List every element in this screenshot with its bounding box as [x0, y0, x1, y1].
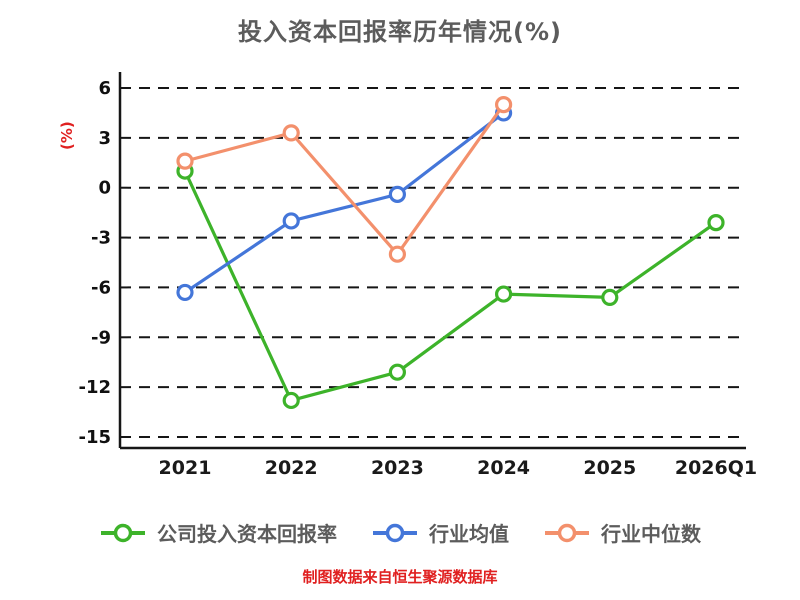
legend-label: 行业中位数: [601, 522, 701, 546]
series-line: [183, 169, 718, 403]
x-tick-label: 2024: [477, 457, 530, 479]
axes: 2021 2022 2023 2024 2025 2026Q1: [118, 72, 757, 479]
legend-item[interactable]: 行业中位数: [543, 518, 701, 547]
data-point-marker: [388, 363, 406, 381]
y-tick-label: -12: [78, 377, 111, 398]
y-tick-label: 3: [98, 128, 111, 149]
legend-item[interactable]: 行业均值: [371, 518, 509, 547]
legend-marker-icon: [373, 523, 417, 542]
y-tick-label: 0: [98, 178, 111, 199]
data-point-marker: [282, 391, 300, 410]
legend-marker-icon: [545, 523, 589, 542]
data-point-marker: [176, 152, 194, 170]
y-tick-label: -15: [78, 427, 111, 448]
y-tick-label: -3: [91, 228, 111, 249]
x-tick-label: 2022: [265, 457, 318, 479]
y-tick-label: -6: [91, 277, 111, 298]
series-公司投入资本回报率: [176, 162, 725, 410]
data-point-marker: [388, 245, 406, 263]
y-axis-unit-label: (%): [58, 121, 76, 150]
data-point-marker: [495, 285, 513, 303]
data-point-marker: [176, 283, 194, 302]
x-tick-label: 2025: [583, 457, 636, 479]
legend-label: 行业均值: [429, 522, 509, 546]
x-tick-label: 2026Q1: [675, 457, 757, 479]
data-point-marker: [495, 96, 513, 114]
data-point-marker: [282, 212, 300, 230]
data-point-marker: [707, 214, 725, 232]
series-行业均值: [176, 104, 513, 302]
series-line: [183, 111, 506, 295]
legend: 公司投入资本回报率 行业均值 行业中位数: [0, 518, 800, 547]
legend-label: 公司投入资本回报率: [157, 522, 337, 546]
data-point-marker: [388, 185, 406, 203]
source-caption: 制图数据来自恒生聚源数据库: [302, 568, 498, 586]
x-tick-label: 2021: [159, 457, 212, 479]
series-行业中位数: [176, 96, 513, 263]
data-point-marker: [601, 288, 619, 306]
x-tick-label: 2023: [371, 457, 424, 479]
series-line: [183, 103, 506, 256]
data-point-marker: [282, 124, 300, 142]
y-tick-label: 6: [98, 78, 111, 99]
chart-title: 投入资本回报率历年情况(%): [238, 18, 562, 46]
y-tick-label: -9: [91, 327, 111, 348]
gridlines: 6 3 0 -3 -6 -9 -12 -15: [78, 78, 742, 448]
legend-marker-icon: [101, 523, 145, 542]
legend-item[interactable]: 公司投入资本回报率: [99, 518, 337, 547]
